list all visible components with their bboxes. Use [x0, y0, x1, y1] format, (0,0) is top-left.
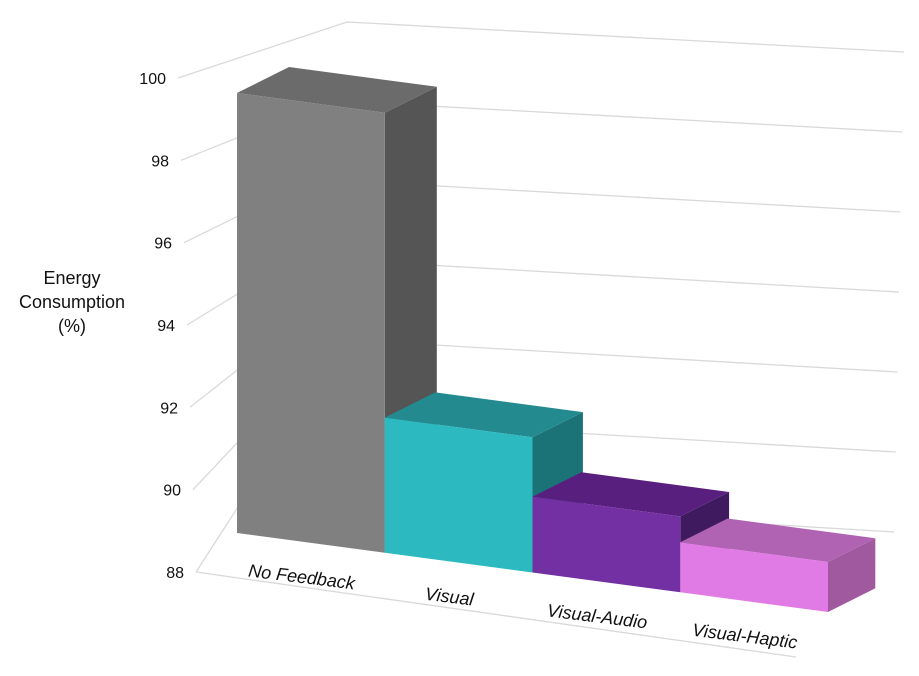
- bar-front: [680, 542, 828, 612]
- y-tick-label: 98: [151, 153, 169, 170]
- bar-top: [384, 392, 583, 438]
- y-tick-labels: 88 90 92 94 96 98 100: [139, 71, 184, 582]
- y-tick-label: 88: [166, 565, 184, 582]
- bar-top: [237, 67, 437, 113]
- floor-edge: [195, 571, 797, 658]
- y-tick-label: 100: [139, 71, 166, 88]
- bars: [237, 67, 876, 612]
- category-label: Visual-Haptic: [691, 620, 798, 653]
- bar-4: [680, 518, 876, 612]
- y-tick-label: 90: [163, 483, 181, 500]
- y-tick-label: 96: [154, 236, 172, 253]
- category-label: No Feedback: [247, 560, 357, 593]
- bar-top: [532, 472, 730, 517]
- bar-front: [532, 496, 681, 593]
- y-tick-label: 94: [157, 318, 175, 335]
- bar-side: [828, 538, 876, 612]
- gridline: [177, 21, 905, 79]
- y-tick-label: 92: [160, 400, 178, 417]
- bar-top: [680, 518, 876, 562]
- y-axis-label: Energy Consumption (%): [18, 268, 126, 336]
- bar-front: [384, 417, 533, 573]
- bar-front: [237, 93, 385, 553]
- category-label: Visual-Audio: [546, 600, 648, 632]
